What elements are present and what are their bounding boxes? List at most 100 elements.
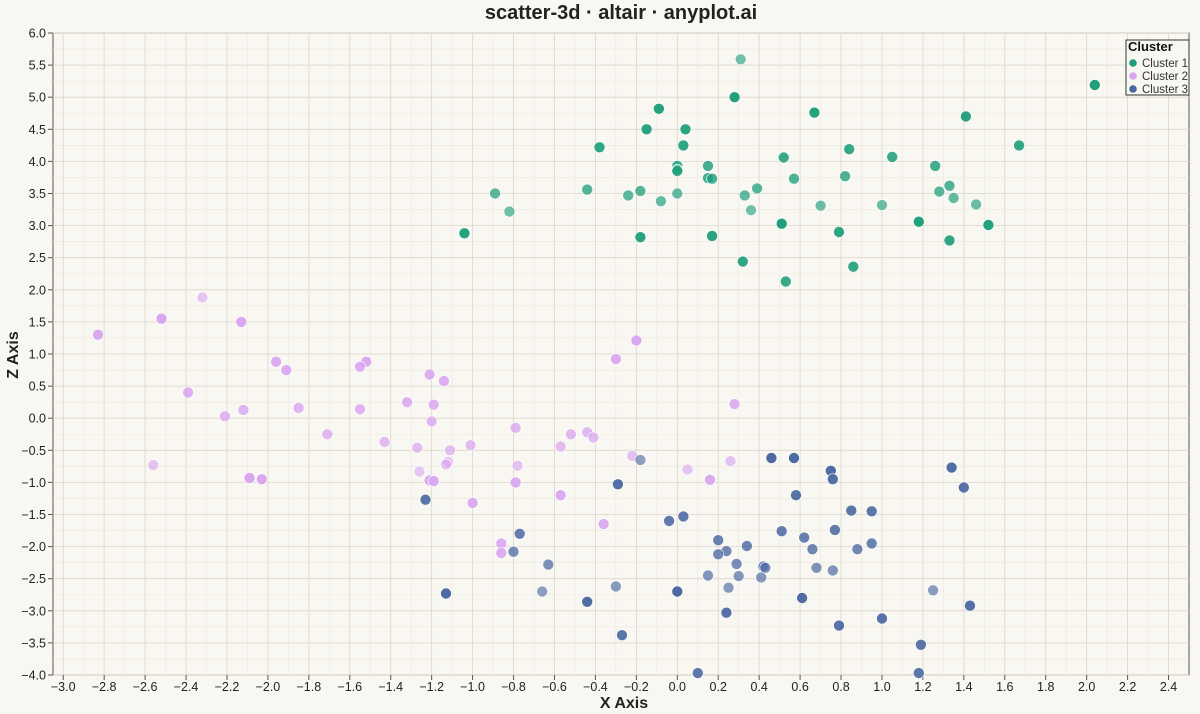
data-point-cluster-1 [960,110,972,123]
x-tick-label: −2.6 [133,680,158,694]
data-point-cluster-3 [712,534,725,547]
x-tick-label: 0.2 [710,680,727,694]
data-point-cluster-1 [671,187,684,200]
x-tick-label: 1.6 [996,680,1013,694]
data-point-cluster-2 [423,368,436,381]
y-tick-label: 6.0 [29,27,46,41]
data-point-cluster-1 [738,189,751,202]
x-tick-label: −1.0 [460,680,485,694]
data-point-cluster-1 [702,160,714,172]
data-point-cluster-2 [321,428,334,441]
y-tick-label: 3.5 [29,187,46,201]
data-point-cluster-1 [458,227,471,240]
data-point-cluster-1 [943,180,956,192]
y-tick-label: 1.0 [29,348,46,362]
data-point-cluster-2 [587,431,600,444]
data-point-cluster-1 [779,275,792,288]
data-point-cluster-3 [513,527,526,540]
y-tick-label: −2.0 [21,540,46,554]
data-point-cluster-1 [640,123,653,136]
data-point-cluster-3 [775,525,788,538]
data-point-cluster-2 [444,444,456,457]
y-tick-label: 5.0 [29,91,46,105]
data-point-cluster-3 [722,581,735,594]
data-point-cluster-1 [503,205,516,218]
data-point-cluster-3 [720,606,733,619]
data-point-cluster-2 [464,439,477,452]
data-point-cluster-1 [943,234,956,247]
data-point-cluster-1 [593,141,606,154]
data-point-cluster-1 [489,187,501,200]
data-point-cluster-2 [155,312,168,325]
data-point-cluster-2 [427,398,440,411]
y-tick-label: 3.0 [29,219,46,233]
data-point-cluster-2 [438,375,450,387]
legend-marker [1129,85,1137,93]
data-point-cluster-2 [196,291,209,304]
data-point-cluster-1 [839,170,851,182]
data-point-cluster-3 [915,638,927,651]
y-tick-label: 2.5 [29,251,46,265]
data-point-cluster-2 [280,364,293,376]
data-point-cluster-2 [728,398,741,410]
data-point-cluster-1 [734,53,747,66]
data-point-cluster-1 [706,230,718,242]
x-tick-label: −1.6 [337,680,362,694]
data-point-cluster-3 [419,493,432,506]
data-point-cluster-3 [677,510,690,523]
data-point-cluster-2 [509,421,522,434]
data-point-cluster-3 [810,561,823,574]
data-point-cluster-2 [354,360,366,373]
data-point-cluster-3 [440,587,452,600]
data-point-cluster-2 [425,415,438,428]
data-point-cluster-3 [634,454,647,466]
data-point-cluster-1 [679,123,692,136]
data-point-cluster-3 [796,592,808,604]
data-point-cluster-2 [147,459,160,471]
x-tick-label: −0.8 [501,680,526,694]
data-point-cluster-3 [610,580,622,593]
legend-marker [1129,72,1137,80]
data-point-cluster-1 [933,185,946,198]
data-point-cluster-3 [829,524,841,536]
data-point-cluster-2 [554,440,567,453]
x-tick-label: 2.4 [1160,680,1177,694]
data-point-cluster-3 [945,461,958,474]
data-point-cluster-3 [826,564,839,577]
y-tick-label: −3.0 [21,604,46,618]
data-point-cluster-3 [691,667,704,679]
x-tick-label: −1.2 [419,680,444,694]
data-point-cluster-1 [886,151,899,163]
data-point-cluster-3 [798,531,811,544]
legend-box [1125,39,1190,96]
x-tick-label: −0.2 [624,680,649,694]
data-point-cluster-2 [243,472,256,484]
data-point-cluster-3 [612,478,624,491]
data-point-cluster-3 [790,489,802,502]
y-tick-label: −3.5 [21,636,46,650]
data-point-cluster-1 [929,160,942,172]
data-point-cluster-1 [745,204,757,216]
data-point-cluster-3 [876,612,888,625]
data-point-cluster-3 [741,540,753,552]
y-tick-label: 4.0 [29,155,46,169]
data-point-cluster-3 [851,543,864,556]
data-point-cluster-1 [788,172,800,185]
data-point-cluster-3 [957,481,970,494]
x-tick-label: 1.2 [914,680,931,694]
data-point-cluster-1 [677,139,690,152]
y-tick-label: −2.5 [21,572,46,586]
data-point-cluster-3 [964,599,976,612]
data-point-cluster-2 [401,396,413,409]
data-point-cluster-2 [92,328,104,341]
x-tick-label: −0.4 [583,680,608,694]
data-point-cluster-3 [616,629,628,642]
data-point-cluster-1 [947,192,960,204]
data-point-cluster-2 [270,355,282,368]
data-point-cluster-1 [982,219,995,231]
data-point-cluster-1 [622,189,635,202]
chart-title: scatter-3d · altair · anyplot.ai [485,2,757,24]
data-point-cluster-3 [663,515,675,527]
data-point-cluster-1 [653,103,665,115]
